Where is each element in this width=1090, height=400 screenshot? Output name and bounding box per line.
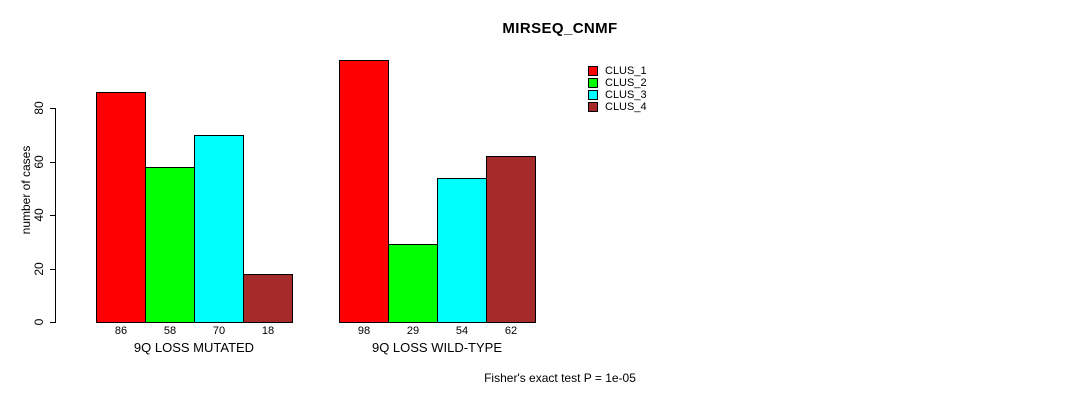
legend-label-clus_2: CLUS_2 (605, 77, 647, 89)
bar-value-label: 29 (406, 325, 420, 337)
bar-value-label: 98 (357, 325, 371, 337)
y-tick (50, 108, 55, 109)
bar-clus_4 (486, 156, 536, 323)
y-tick-label: 60 (32, 155, 46, 169)
bar-value-label: 18 (261, 325, 275, 337)
group-label: 9Q LOSS WILD-TYPE (371, 340, 503, 355)
y-tick (50, 269, 55, 270)
bar-clus_1 (96, 92, 146, 323)
legend-label-clus_1: CLUS_1 (605, 65, 647, 77)
y-tick-label: 40 (32, 208, 46, 222)
y-tick (50, 162, 55, 163)
legend-swatch-clus_1 (588, 66, 598, 76)
y-tick-label: 80 (32, 101, 46, 115)
legend-swatch-clus_3 (588, 90, 598, 100)
y-tick (50, 215, 55, 216)
y-axis-label: number of cases (19, 145, 33, 235)
y-tick (50, 322, 55, 323)
footnote-text: Fisher's exact test P = 1e-05 (484, 371, 636, 385)
bar-value-label: 54 (455, 325, 469, 337)
bar-clus_3 (194, 135, 244, 323)
bar-clus_4 (243, 274, 293, 323)
y-tick-label: 20 (32, 262, 46, 276)
legend-swatch-clus_2 (588, 78, 598, 88)
bar-value-label: 86 (114, 325, 128, 337)
y-axis-line (55, 108, 56, 323)
bar-value-label: 58 (163, 325, 177, 337)
legend-swatch-clus_4 (588, 102, 598, 112)
bar-clus_3 (437, 178, 487, 323)
legend-label-clus_3: CLUS_3 (605, 89, 647, 101)
group-label: 9Q LOSS MUTATED (133, 340, 255, 355)
bar-clus_1 (339, 60, 389, 323)
chart-title: MIRSEQ_CNMF (502, 20, 618, 37)
bar-clus_2 (145, 167, 195, 323)
bar-clus_2 (388, 244, 438, 323)
bar-value-label: 70 (212, 325, 226, 337)
bar-value-label: 62 (504, 325, 518, 337)
legend-label-clus_4: CLUS_4 (605, 101, 647, 113)
y-tick-label: 0 (32, 318, 46, 326)
